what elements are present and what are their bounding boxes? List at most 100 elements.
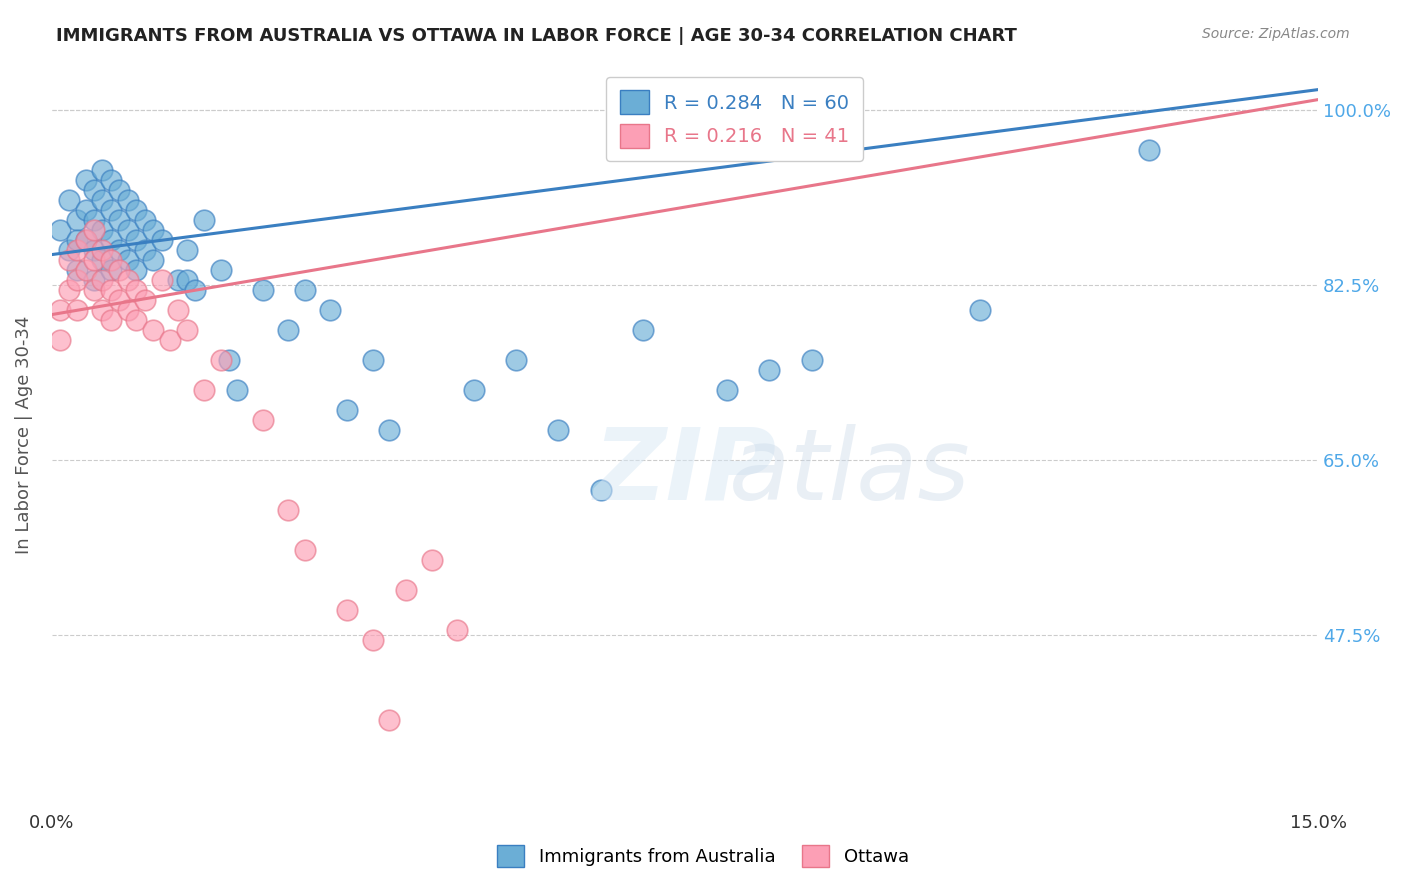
Point bbox=[142, 322, 165, 336]
Point bbox=[176, 243, 198, 257]
Point bbox=[100, 172, 122, 186]
Point bbox=[176, 322, 198, 336]
Point bbox=[83, 222, 105, 236]
Point bbox=[91, 162, 114, 177]
Point bbox=[83, 212, 105, 227]
Point bbox=[336, 402, 359, 417]
Point bbox=[125, 202, 148, 217]
Point bbox=[75, 233, 97, 247]
Point bbox=[716, 383, 738, 397]
Text: Source: ZipAtlas.com: Source: ZipAtlas.com bbox=[1202, 27, 1350, 41]
Point bbox=[108, 243, 131, 257]
Point bbox=[100, 283, 122, 297]
Point bbox=[66, 233, 89, 247]
Point bbox=[142, 222, 165, 236]
Point bbox=[209, 352, 232, 367]
Point bbox=[75, 233, 97, 247]
Y-axis label: In Labor Force | Age 30-34: In Labor Force | Age 30-34 bbox=[15, 316, 32, 554]
Point bbox=[66, 272, 89, 286]
Point bbox=[83, 252, 105, 267]
Point bbox=[378, 423, 401, 437]
Legend: Immigrants from Australia, Ottawa: Immigrants from Australia, Ottawa bbox=[489, 838, 917, 874]
Point bbox=[294, 283, 316, 297]
Point bbox=[142, 252, 165, 267]
Point bbox=[209, 262, 232, 277]
Point bbox=[277, 502, 299, 516]
Point bbox=[117, 272, 139, 286]
Point bbox=[125, 283, 148, 297]
Point bbox=[125, 312, 148, 326]
Point bbox=[319, 302, 342, 317]
Point bbox=[117, 222, 139, 236]
Point bbox=[277, 322, 299, 336]
Point bbox=[361, 352, 384, 367]
Point bbox=[361, 632, 384, 647]
Point bbox=[58, 283, 80, 297]
Point bbox=[184, 283, 207, 297]
Point bbox=[108, 212, 131, 227]
Point bbox=[336, 602, 359, 616]
Point bbox=[420, 552, 443, 566]
Point bbox=[75, 202, 97, 217]
Point bbox=[134, 243, 156, 257]
Point bbox=[91, 193, 114, 207]
Point bbox=[100, 312, 122, 326]
Point bbox=[108, 183, 131, 197]
Point bbox=[83, 283, 105, 297]
Point bbox=[176, 272, 198, 286]
Point bbox=[49, 302, 72, 317]
Point bbox=[91, 243, 114, 257]
Point bbox=[134, 293, 156, 307]
Point bbox=[218, 352, 240, 367]
Point bbox=[100, 233, 122, 247]
Point bbox=[66, 212, 89, 227]
Point bbox=[100, 262, 122, 277]
Point bbox=[91, 302, 114, 317]
Point bbox=[758, 362, 780, 376]
Point bbox=[378, 713, 401, 727]
Point bbox=[91, 252, 114, 267]
Point bbox=[91, 222, 114, 236]
Point bbox=[49, 222, 72, 236]
Point bbox=[83, 183, 105, 197]
Point bbox=[193, 383, 215, 397]
Point bbox=[83, 243, 105, 257]
Point bbox=[167, 272, 190, 286]
Point bbox=[58, 252, 80, 267]
Point bbox=[117, 302, 139, 317]
Point bbox=[1137, 143, 1160, 157]
Point bbox=[117, 193, 139, 207]
Point bbox=[58, 243, 80, 257]
Point bbox=[58, 193, 80, 207]
Point bbox=[446, 623, 468, 637]
Point bbox=[159, 333, 181, 347]
Point bbox=[252, 283, 274, 297]
Point bbox=[463, 383, 485, 397]
Point bbox=[395, 582, 418, 597]
Legend: R = 0.284   N = 60, R = 0.216   N = 41: R = 0.284 N = 60, R = 0.216 N = 41 bbox=[606, 77, 863, 161]
Point bbox=[631, 322, 654, 336]
Point bbox=[49, 333, 72, 347]
Point bbox=[66, 243, 89, 257]
Point bbox=[150, 272, 173, 286]
Point bbox=[125, 262, 148, 277]
Point bbox=[969, 302, 991, 317]
Point bbox=[167, 302, 190, 317]
Point bbox=[150, 233, 173, 247]
Point bbox=[589, 483, 612, 497]
Point bbox=[91, 272, 114, 286]
Point bbox=[108, 262, 131, 277]
Point bbox=[294, 542, 316, 557]
Point bbox=[193, 212, 215, 227]
Point bbox=[505, 352, 527, 367]
Point bbox=[117, 252, 139, 267]
Point bbox=[226, 383, 249, 397]
Point bbox=[108, 293, 131, 307]
Point bbox=[66, 302, 89, 317]
Point bbox=[547, 423, 569, 437]
Point bbox=[800, 352, 823, 367]
Point bbox=[100, 252, 122, 267]
Point bbox=[75, 172, 97, 186]
Text: atlas: atlas bbox=[728, 424, 970, 521]
Text: IMMIGRANTS FROM AUSTRALIA VS OTTAWA IN LABOR FORCE | AGE 30-34 CORRELATION CHART: IMMIGRANTS FROM AUSTRALIA VS OTTAWA IN L… bbox=[56, 27, 1017, 45]
